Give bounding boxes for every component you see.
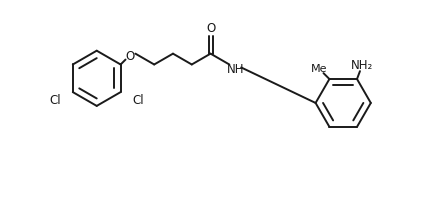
Text: Me: Me xyxy=(311,64,328,74)
Text: Cl: Cl xyxy=(49,94,61,108)
Text: Cl: Cl xyxy=(132,94,144,108)
Text: O: O xyxy=(126,50,135,63)
Text: NH: NH xyxy=(227,63,244,76)
Text: NH₂: NH₂ xyxy=(351,59,373,72)
Text: O: O xyxy=(206,23,215,35)
